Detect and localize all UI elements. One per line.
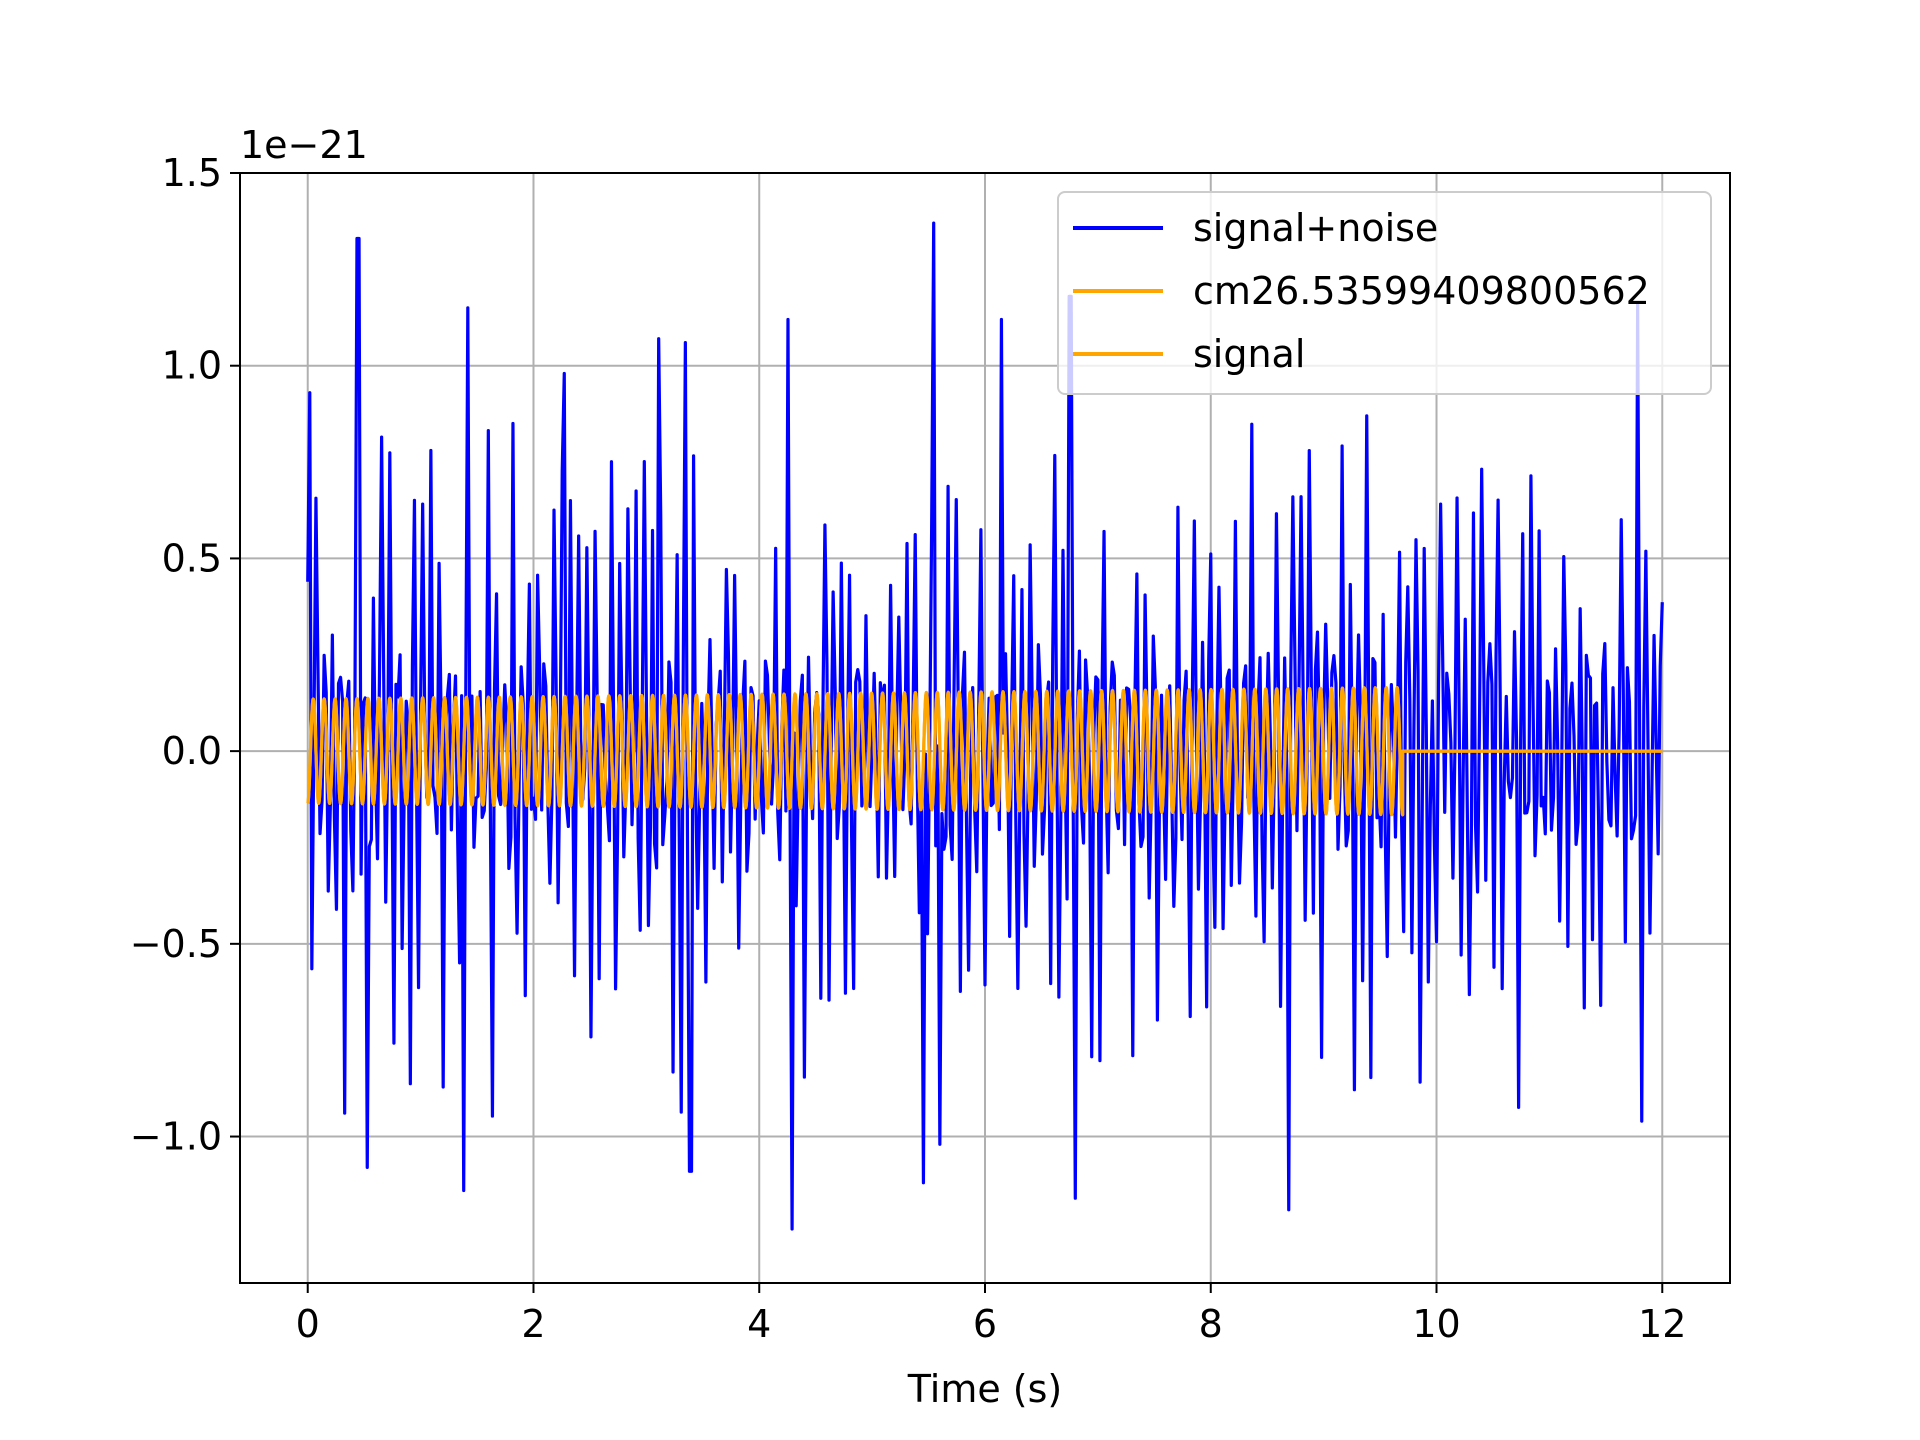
y-tick-label: −0.5 (130, 922, 222, 966)
y-offset-label: 1e−21 (240, 123, 368, 167)
x-tick-label: 12 (1638, 1302, 1686, 1346)
y-tick-label: 0.0 (162, 729, 222, 773)
series-signal-line (306, 685, 1663, 817)
y-tick-label: 0.5 (162, 536, 222, 580)
y-tick-label: 1.0 (162, 344, 222, 388)
x-tick-label: 6 (973, 1302, 997, 1346)
legend-box (1057, 191, 1712, 395)
legend-label-signal: signal (1193, 332, 1305, 376)
legend-label-signal-noise: signal+noise (1193, 206, 1438, 250)
x-tick-label: 8 (1199, 1302, 1223, 1346)
ticks: 0 2 4 6 8 10 12 −1.0 −0.5 0.0 0.5 1.0 1.5 (130, 151, 1687, 1346)
legend-label-cm: cm26.53599409800562 (1193, 269, 1650, 313)
y-tick-label: 1.5 (162, 151, 222, 195)
series-layer (306, 221, 1664, 1231)
x-tick-label: 2 (521, 1302, 545, 1346)
x-axis-label: Time (s) (907, 1367, 1063, 1411)
series-signal-noise-line (306, 221, 1664, 1231)
y-tick-label: −1.0 (130, 1115, 222, 1159)
x-tick-label: 0 (296, 1302, 320, 1346)
x-tick-label: 4 (747, 1302, 771, 1346)
x-tick-label: 10 (1412, 1302, 1460, 1346)
legend: signal+noise cm26.53599409800562 signal (1057, 191, 1712, 395)
